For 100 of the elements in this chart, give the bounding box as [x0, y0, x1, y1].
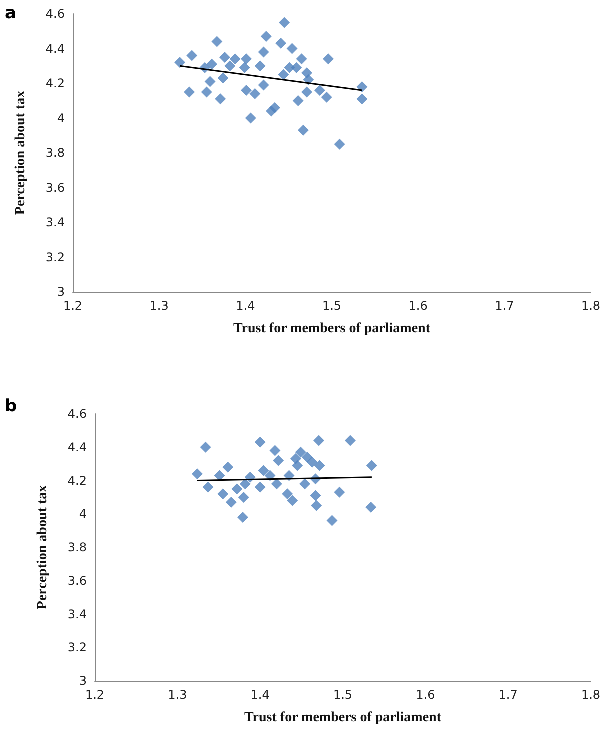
point [258, 80, 270, 91]
point [321, 92, 332, 103]
point [226, 496, 237, 508]
point [254, 436, 266, 448]
y-tick-label: 4.4 [68, 440, 87, 454]
y-tick-label: 4.2 [68, 474, 87, 488]
y-tick-label: 3.4 [68, 607, 87, 622]
x-tick-label: 1.2 [85, 688, 105, 702]
y-tick-label: 3.6 [46, 180, 65, 195]
point [278, 69, 290, 80]
point [334, 138, 346, 150]
point [296, 54, 308, 65]
point [240, 478, 251, 490]
y-tick-label: 3.8 [46, 146, 65, 160]
point [356, 94, 368, 105]
point [299, 478, 310, 490]
point [314, 84, 326, 96]
point [230, 54, 241, 65]
point [212, 36, 223, 48]
y-tick-label: 4.6 [68, 407, 87, 421]
x-tick-label: 1.8 [581, 299, 601, 313]
point [245, 112, 256, 124]
x-tick-label: 1.6 [416, 688, 436, 702]
point [239, 62, 250, 74]
point [366, 502, 377, 513]
point [174, 57, 186, 68]
point [301, 86, 312, 98]
point [254, 60, 266, 72]
point [238, 492, 250, 503]
y-axis-title: Perception about tax [14, 90, 28, 216]
point [224, 60, 236, 72]
y-tick-label: 3.2 [68, 640, 87, 655]
x-tick-label: 1.2 [63, 299, 83, 313]
chart-title: a [5, 4, 16, 24]
x-tick-label: 1.4 [250, 688, 270, 702]
x-tick-label: 1.3 [150, 299, 169, 313]
point [258, 46, 270, 58]
point [344, 435, 356, 446]
chart-title: b [5, 396, 18, 416]
y-tick-label: 3 [57, 285, 65, 299]
x-axis-title: Trust for members of parliament [244, 710, 442, 726]
x-tick-label: 1.5 [322, 299, 342, 313]
point [264, 470, 276, 482]
y-tick-label: 4 [79, 507, 87, 522]
y-tick-label: 3.8 [68, 540, 87, 554]
y-tick-label: 4 [57, 111, 65, 126]
y-tick-label: 3.4 [46, 216, 65, 230]
point [314, 435, 325, 446]
point [241, 84, 252, 96]
point [202, 482, 214, 493]
point [237, 512, 248, 523]
y-axis-title: Perception about tax [36, 485, 50, 610]
point [200, 442, 212, 453]
point [291, 62, 302, 74]
point [204, 76, 216, 88]
point [271, 478, 282, 490]
point [334, 486, 346, 498]
point [206, 58, 218, 70]
x-axis-title: Trust for members of parliament [234, 322, 431, 336]
point [302, 452, 313, 463]
point [298, 124, 310, 136]
point [323, 54, 334, 65]
point [314, 460, 326, 472]
point [270, 445, 281, 456]
point [292, 460, 304, 472]
x-tick-label: 1.6 [408, 299, 428, 313]
point [214, 470, 226, 482]
point [311, 500, 322, 512]
point [326, 515, 338, 526]
point [218, 72, 229, 84]
point [276, 38, 287, 50]
point [184, 86, 196, 98]
point [254, 482, 266, 493]
point [287, 495, 298, 506]
x-tick-label: 1.4 [236, 299, 256, 313]
y-tick-label: 4.2 [46, 76, 65, 90]
point [273, 455, 284, 466]
x-tick-label: 1.8 [581, 688, 601, 702]
point [218, 488, 229, 500]
point [266, 106, 278, 117]
x-tick-label: 1.7 [498, 688, 518, 702]
point [306, 456, 318, 468]
point [295, 446, 306, 458]
x-tick-label: 1.3 [168, 688, 188, 702]
x-tick-label: 1.5 [333, 688, 353, 702]
point [232, 484, 243, 495]
x-tick-label: 1.7 [495, 299, 514, 313]
point [282, 488, 294, 500]
point [279, 17, 290, 28]
point [215, 94, 226, 105]
point [201, 86, 212, 98]
point [310, 490, 322, 502]
point [292, 95, 304, 106]
point [250, 88, 261, 100]
point [241, 54, 252, 65]
point [260, 31, 272, 42]
y-tick-label: 3 [79, 674, 87, 688]
point [258, 465, 270, 476]
y-tick-label: 3.6 [68, 574, 87, 588]
y-tick-label: 4.6 [46, 7, 65, 21]
